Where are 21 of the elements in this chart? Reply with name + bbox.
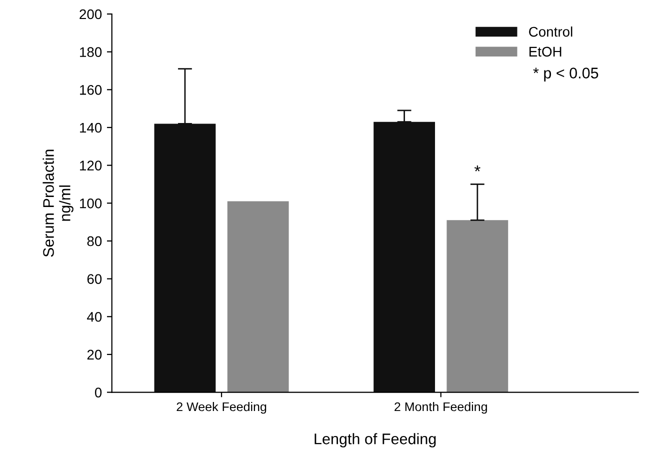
- y-tick-label: 160: [80, 85, 102, 95]
- y-tick-label: 60: [87, 274, 102, 284]
- x-tick-label: 2 Month Feeding: [394, 402, 487, 414]
- y-tick-label: 100: [80, 198, 102, 208]
- bar: [446, 220, 508, 392]
- y-axis-title: Serum Prolactin ng/ml: [42, 150, 74, 257]
- bar: [227, 201, 289, 392]
- y-tick-label: 180: [80, 47, 102, 58]
- y-tick-label: 80: [87, 236, 102, 246]
- legend-label: EtOH: [529, 46, 562, 57]
- y-tick-label: 40: [87, 312, 102, 322]
- x-axis-title: Length of Feeding: [314, 433, 436, 448]
- x-tick-label: 2 Week Feeding: [176, 402, 266, 414]
- legend-label: Control: [529, 26, 572, 37]
- y-tick-label: 20: [87, 350, 102, 360]
- data-label: *: [474, 166, 480, 172]
- y-tick-label: 200: [80, 9, 102, 20]
- annotation: * p < 0.05: [533, 68, 598, 82]
- y-tick-label: 0: [94, 388, 102, 398]
- y-tick-label: 140: [80, 122, 102, 133]
- y-tick-label: 120: [80, 160, 102, 170]
